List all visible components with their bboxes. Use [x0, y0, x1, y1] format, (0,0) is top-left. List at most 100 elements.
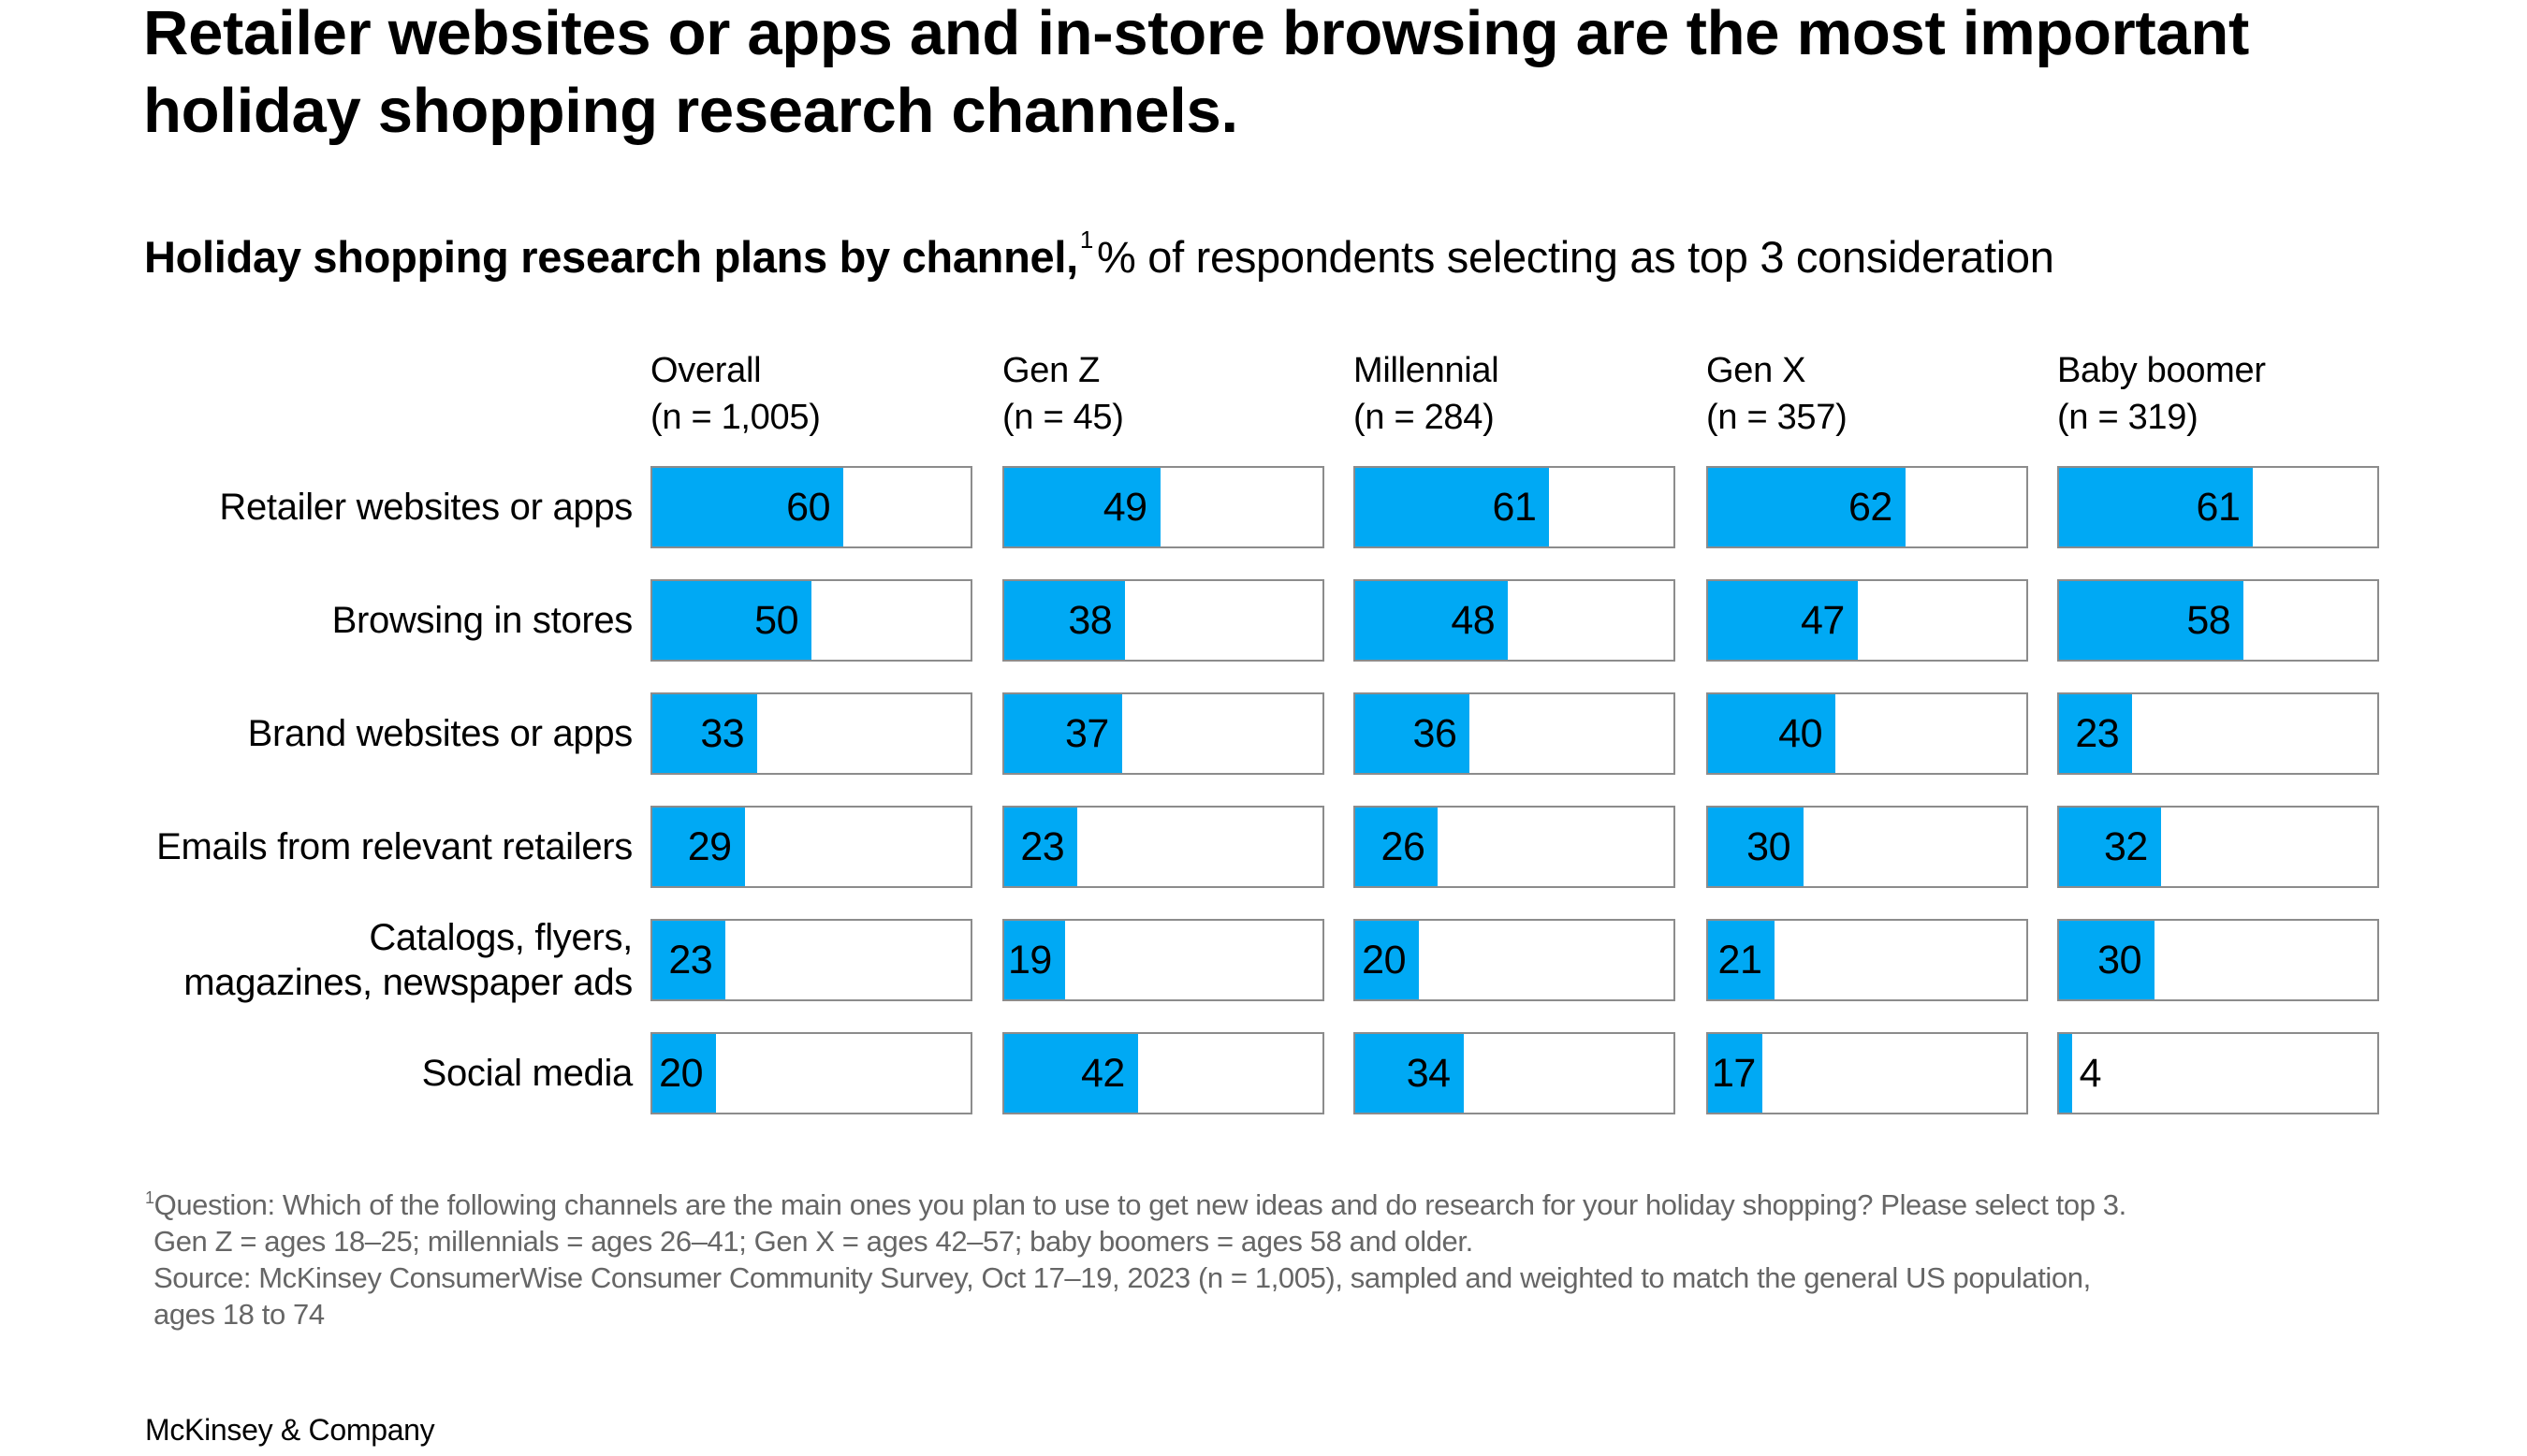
bar-value-label: 47: [1800, 598, 1845, 643]
row-label-line: Social media: [421, 1053, 634, 1094]
bar-track-overall-retailer-websites-or-apps: 60: [650, 466, 972, 548]
bar-value-label: 21: [1717, 938, 1762, 983]
row-label-brand-websites-or-apps: Brand websites or apps: [71, 692, 634, 775]
bar-value-label: 60: [786, 485, 830, 530]
bar-track-millennial-browsing-in-stores: 48: [1353, 579, 1675, 662]
column-header-name: Gen Z: [1002, 351, 1101, 390]
column-header-gen-x: Gen X (n = 357): [1706, 347, 1848, 441]
bar-value-label: 19: [1008, 938, 1052, 983]
bar: [1708, 921, 1775, 999]
bar-track-gen-z-emails-from-relevant-retailers: 23: [1002, 806, 1324, 888]
bar-track-millennial-retailer-websites-or-apps: 61: [1353, 466, 1675, 548]
bar-value-label: 36: [1412, 711, 1457, 756]
bar: [2059, 921, 2155, 999]
bar-track-millennial-emails-from-relevant-retailers: 26: [1353, 806, 1675, 888]
bar-track-gen-z-catalogs-flyers-magazines-newspaper-ads: 19: [1002, 919, 1324, 1001]
bar: [1004, 808, 1078, 886]
bar-track-millennial-social-media: 34: [1353, 1032, 1675, 1114]
bar-value-label: 33: [700, 711, 745, 756]
footnote-line-4: ages 18 to 74: [153, 1298, 325, 1331]
subtitle-footnote-marker: 1: [1079, 226, 1094, 254]
bar: [1355, 808, 1439, 886]
row-label-line: Emails from relevant retailers: [156, 826, 633, 867]
bar-value-label: 58: [2186, 598, 2231, 643]
bar: [1708, 694, 1835, 773]
row-label-catalogs-flyers-magazines-newspaper-ads: Catalogs, flyers, magazines, newspaper ad…: [71, 917, 633, 1003]
bar-value-label: 61: [2196, 485, 2241, 530]
bar: [1355, 921, 1419, 999]
bar: [1004, 921, 1065, 999]
bar: [1004, 581, 1126, 660]
bar-track-gen-x-retailer-websites-or-apps: 62: [1706, 466, 2028, 548]
bar-value-label: 29: [687, 824, 732, 869]
bar: [1355, 581, 1509, 660]
bar: [1708, 808, 1804, 886]
bar: [2059, 1034, 2072, 1113]
bar-value-label: 20: [659, 1051, 703, 1096]
bar-track-baby-boomer-social-media: 4: [2057, 1032, 2379, 1114]
bar-track-gen-x-browsing-in-stores: 47: [1706, 579, 2028, 662]
bar-value-label: 38: [1068, 598, 1113, 643]
column-header-sample-size: (n = 1,005): [650, 398, 821, 437]
bar-value-label: 30: [1746, 824, 1790, 869]
bar-track-gen-z-social-media: 42: [1002, 1032, 1324, 1114]
row-label-line: Catalogs, flyers,: [369, 917, 633, 958]
bar: [1355, 694, 1470, 773]
bar: [652, 581, 811, 660]
footnote-line-3: Source: McKinsey ConsumerWise Consumer C…: [153, 1261, 2091, 1294]
bar-track-overall-emails-from-relevant-retailers: 29: [650, 806, 972, 888]
bar-track-overall-brand-websites-or-apps: 33: [650, 692, 972, 775]
bar-track-gen-z-retailer-websites-or-apps: 49: [1002, 466, 1324, 548]
bar-value-label: 23: [668, 938, 713, 983]
bar-track-baby-boomer-retailer-websites-or-apps: 61: [2057, 466, 2379, 548]
bar: [652, 921, 726, 999]
bar-value-label: 32: [2103, 824, 2148, 869]
column-header-name: Overall: [650, 351, 762, 390]
bar: [1708, 468, 1906, 546]
column-header-name: Gen X: [1706, 351, 1806, 390]
column-header-gen-z: Gen Z (n = 45): [1002, 347, 1124, 441]
footnote-marker: 1: [145, 1188, 154, 1207]
footnotes: 1Question: Which of the following channe…: [145, 1187, 2438, 1332]
row-label-line: magazines, newspaper ads: [183, 962, 633, 1003]
bar: [2059, 581, 2244, 660]
column-header-sample-size: (n = 284): [1353, 398, 1495, 437]
row-label-line: Retailer websites or apps: [219, 487, 633, 528]
bar-value-label: 42: [1080, 1051, 1125, 1096]
bar-track-gen-x-social-media: 17: [1706, 1032, 2028, 1114]
bar: [2059, 808, 2161, 886]
row-label-line: Browsing in stores: [331, 600, 634, 641]
bar: [652, 1034, 716, 1113]
column-header-name: Baby boomer: [2057, 351, 2266, 390]
subtitle-bold: Holiday shopping research plans by chann…: [144, 232, 1078, 282]
bar-track-gen-x-emails-from-relevant-retailers: 30: [1706, 806, 2028, 888]
bar: [2059, 468, 2254, 546]
column-header-name: Millennial: [1353, 351, 1499, 390]
bar-value-label: 48: [1451, 598, 1496, 643]
bar-value-label: 34: [1406, 1051, 1451, 1096]
row-label-browsing-in-stores: Browsing in stores: [71, 579, 634, 662]
bar: [1004, 468, 1161, 546]
footnote-line-2: Gen Z = ages 18–25; millennials = ages 2…: [153, 1225, 1473, 1258]
bar: [1004, 694, 1122, 773]
bar-track-baby-boomer-catalogs-flyers-magazines-newspaper-ads: 30: [2057, 919, 2379, 1001]
bar: [652, 694, 758, 773]
bar-value-label: 62: [1848, 485, 1892, 530]
title-line-1: Retailer websites or apps and in-store b…: [143, 0, 2249, 68]
bar: [1708, 581, 1858, 660]
bar-value-label: 20: [1362, 938, 1406, 983]
bar-track-overall-social-media: 20: [650, 1032, 972, 1114]
chart-subtitle: Holiday shopping research plans by chann…: [144, 226, 2054, 285]
column-header-sample-size: (n = 45): [1002, 398, 1124, 437]
bar-track-baby-boomer-brand-websites-or-apps: 23: [2057, 692, 2379, 775]
bar-track-baby-boomer-emails-from-relevant-retailers: 32: [2057, 806, 2379, 888]
subtitle-unit: % of respondents selecting as top 3 cons…: [1097, 232, 2054, 282]
bar-value-label: 49: [1103, 485, 1147, 530]
bar: [1708, 1034, 1762, 1113]
bar-track-millennial-brand-websites-or-apps: 36: [1353, 692, 1675, 775]
row-label-social-media: Social media: [71, 1032, 634, 1114]
bar-value-label: 4: [2079, 1051, 2102, 1096]
bar: [652, 808, 745, 886]
bar-value-label: 40: [1778, 711, 1822, 756]
column-header-sample-size: (n = 319): [2057, 398, 2198, 437]
